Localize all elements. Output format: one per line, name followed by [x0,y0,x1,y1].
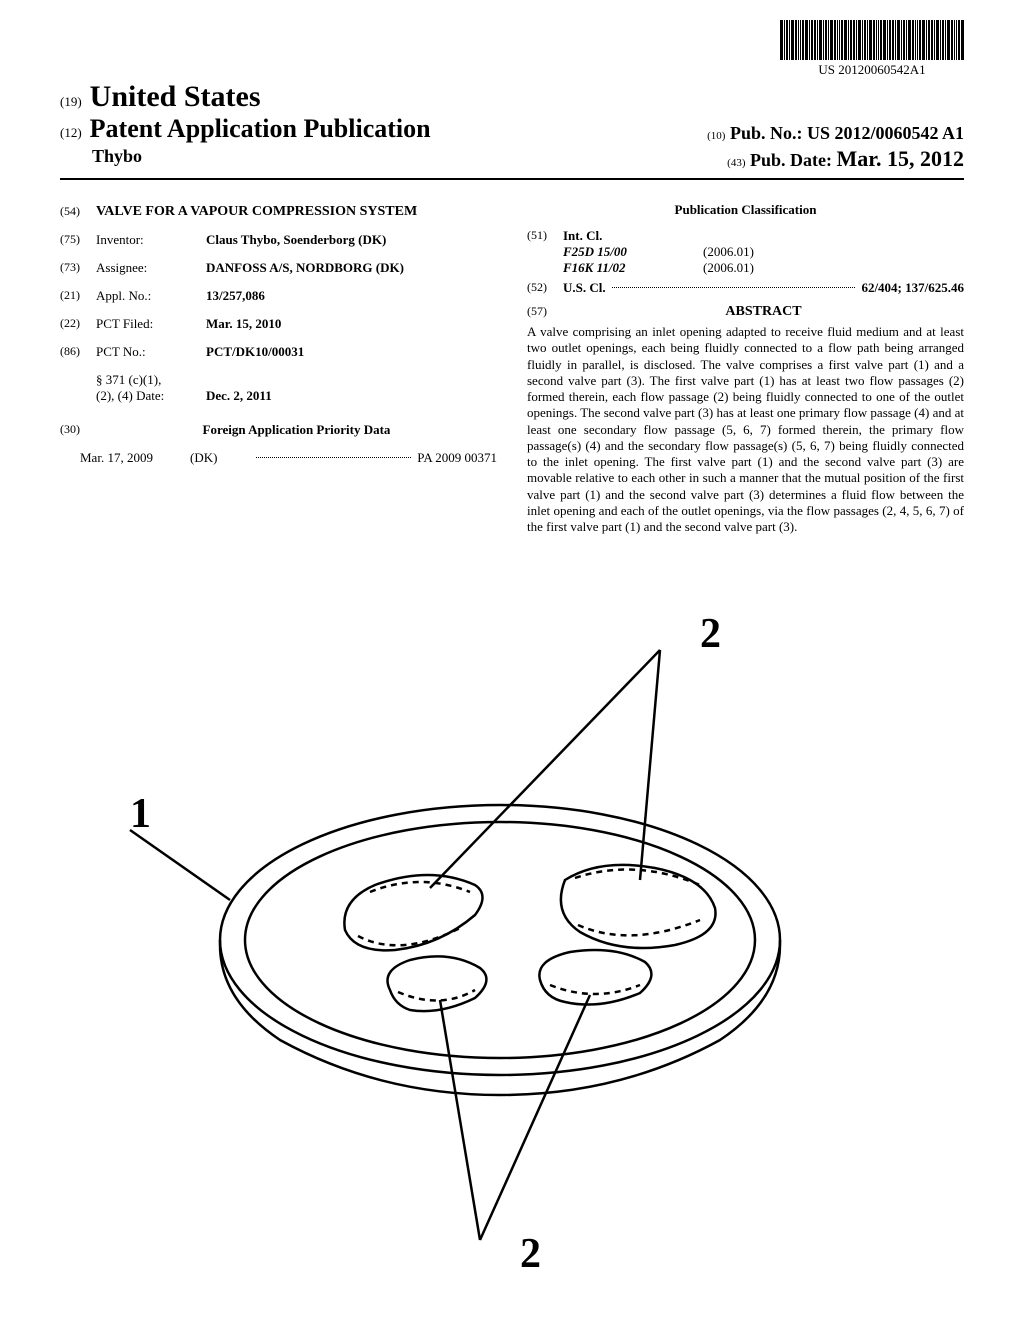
abstract-label: ABSTRACT [563,304,964,320]
figure-label-1: 1 [130,790,151,838]
pct-no-label: PCT No.: [96,344,206,360]
foreign-country: (DK) [190,450,250,466]
appl-code: (21) [60,288,96,303]
int-cl-item-0: F25D 15/00 (2006.01) [563,244,964,260]
section-371-value: Dec. 2, 2011 [206,388,497,404]
figure-area: 1 2 2 [0,640,1024,1300]
pub-no-code: (10) [707,130,725,142]
section-371-label2: (2), (4) Date: [96,388,206,404]
us-cl-row: (52) U.S. Cl. 62/404; 137/625.46 [527,280,964,296]
code-19: (19) [60,94,82,110]
pct-no-value: PCT/DK10/00031 [206,344,497,360]
pct-no-code: (86) [60,344,96,359]
invention-title: VALVE FOR A VAPOUR COMPRESSION SYSTEM [96,204,417,220]
country-name: United States [90,80,261,114]
code-12: (12) [60,125,82,141]
foreign-header-row: (30) Foreign Application Priority Data [60,422,497,438]
divider-line [60,178,964,180]
assignee-value: DANFOSS A/S, NORDBORG (DK) [206,260,497,276]
pub-right: (10) Pub. No.: US 2012/0060542 A1 [707,123,964,144]
pct-filed-code: (22) [60,316,96,331]
author-name: Thybo [92,146,142,172]
appl-value: 13/257,086 [206,288,497,304]
author-row: Thybo (43) Pub. Date: Mar. 15, 2012 [60,146,964,172]
appl-label: Appl. No.: [96,288,206,304]
pub-no-label: Pub. No.: [730,123,803,143]
abstract-code: (57) [527,304,563,320]
main-columns: (54) VALVE FOR A VAPOUR COMPRESSION SYST… [60,192,964,535]
pub-date-code: (43) [727,157,745,169]
figure-label-2-top: 2 [700,610,721,658]
pub-title: Patent Application Publication [90,114,431,144]
foreign-row: Mar. 17, 2009 (DK) PA 2009 00371 [60,450,497,466]
int-cl-code: (51) [527,228,563,276]
figure-label-2-bottom: 2 [520,1230,541,1278]
int-cl-cls-0: F25D 15/00 [563,244,703,260]
section-371-row: § 371 (c)(1), (2), (4) Date: Dec. 2, 201… [60,372,497,404]
foreign-title: Foreign Application Priority Data [96,422,497,438]
foreign-dots [256,457,411,458]
section-371-label1: § 371 (c)(1), [96,372,206,388]
publication-row: (12) Patent Application Publication (10)… [60,114,964,144]
inventor-value: Claus Thybo, Soenderborg (DK) [206,232,497,248]
title-row: (54) VALVE FOR A VAPOUR COMPRESSION SYST… [60,204,497,220]
abstract-text: A valve comprising an inlet opening adap… [527,324,964,535]
appl-row: (21) Appl. No.: 13/257,086 [60,288,497,304]
int-cl-ver-0: (2006.01) [703,244,754,260]
us-cl-dots [612,276,856,288]
header-row: (19) United States [60,80,964,114]
pub-date-row: (43) Pub. Date: Mar. 15, 2012 [727,146,964,172]
int-cl-cls-1: F16K 11/02 [563,260,703,276]
inventor-label: Inventor: [96,232,206,248]
pct-filed-row: (22) PCT Filed: Mar. 15, 2010 [60,316,497,332]
int-cl-label: Int. Cl. [563,228,602,243]
pct-no-row: (86) PCT No.: PCT/DK10/00031 [60,344,497,360]
assignee-label: Assignee: [96,260,206,276]
inventor-row: (75) Inventor: Claus Thybo, Soenderborg … [60,232,497,248]
title-code: (54) [60,204,96,219]
pub-date-label: Pub. Date: [750,150,832,170]
foreign-date: Mar. 17, 2009 [80,450,190,466]
barcode-number: US 20120060542A1 [780,62,964,78]
int-cl-item-1: F16K 11/02 (2006.01) [563,260,964,276]
foreign-code: (30) [60,422,96,437]
right-column: Publication Classification (51) Int. Cl.… [527,192,964,535]
foreign-number: PA 2009 00371 [417,450,497,466]
pub-class-title: Publication Classification [527,202,964,218]
barcode-graphic [780,20,964,60]
figure-svg [0,640,1024,1300]
int-cl-row: (51) Int. Cl. F25D 15/00 (2006.01) F16K … [527,228,964,276]
us-cl-value: 62/404; 137/625.46 [861,280,964,296]
inventor-code: (75) [60,232,96,247]
barcode-area: US 20120060542A1 [780,20,964,78]
us-cl-label: U.S. Cl. [563,280,606,296]
abstract-header-row: (57) ABSTRACT [527,304,964,320]
assignee-row: (73) Assignee: DANFOSS A/S, NORDBORG (DK… [60,260,497,276]
left-column: (54) VALVE FOR A VAPOUR COMPRESSION SYST… [60,192,497,535]
pub-date-value: Mar. 15, 2012 [836,146,964,171]
assignee-code: (73) [60,260,96,275]
pub-left: (12) Patent Application Publication [60,114,431,144]
int-cl-ver-1: (2006.01) [703,260,754,276]
pub-no-value: US 2012/0060542 A1 [807,123,964,143]
pct-filed-label: PCT Filed: [96,316,206,332]
pct-filed-value: Mar. 15, 2010 [206,316,497,332]
pub-no-row: (10) Pub. No.: US 2012/0060542 A1 [707,123,964,144]
us-cl-code: (52) [527,280,563,296]
